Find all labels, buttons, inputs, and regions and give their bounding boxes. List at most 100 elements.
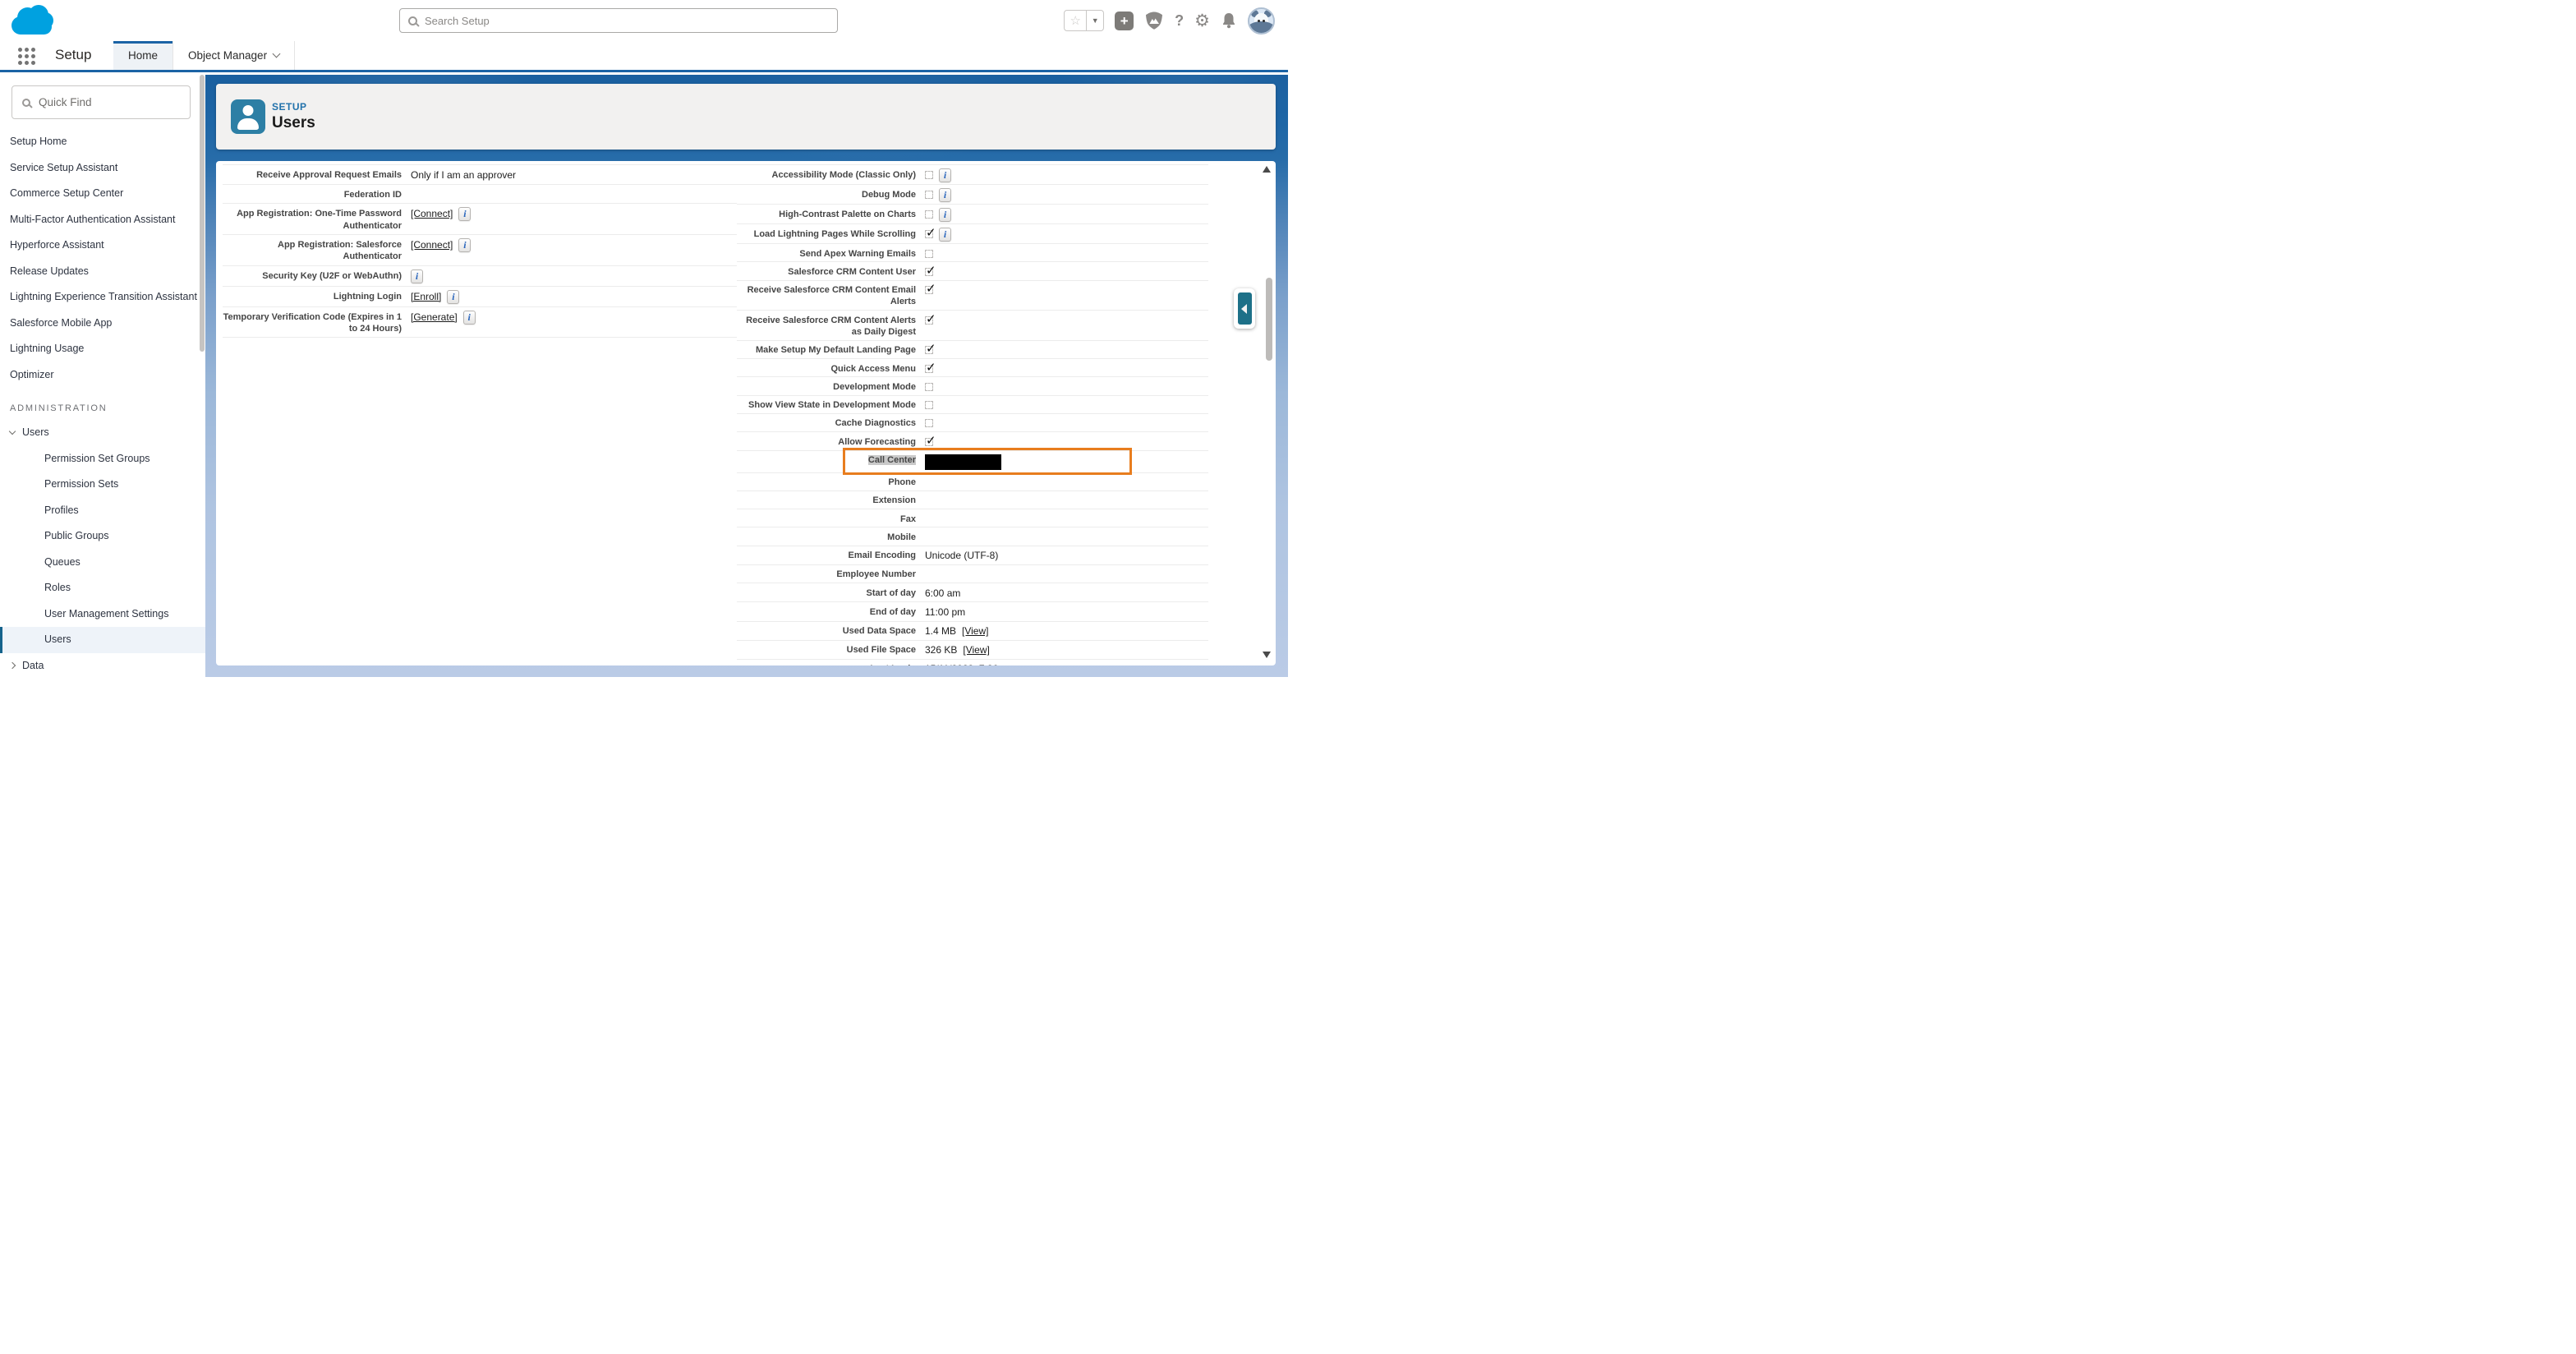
field-label: Send Apex Warning Emails (799, 248, 916, 259)
field-value: [Connect] i (402, 206, 737, 222)
checkbox-checked-icon: ✓ (925, 263, 936, 278)
sidebar-item-label: Users (22, 426, 49, 438)
field-value-text: 6:00 am (925, 587, 961, 599)
setup-gear-icon[interactable]: ⚙ (1194, 11, 1210, 30)
quick-create-icon[interactable]: + (1115, 11, 1134, 30)
field-value (402, 187, 737, 188)
info-icon[interactable]: i (939, 187, 951, 202)
favorites-star-icon[interactable]: ☆ (1064, 10, 1088, 31)
quick-find-box[interactable] (12, 85, 191, 119)
field-value: i (916, 168, 1208, 182)
info-icon[interactable]: i (939, 207, 951, 222)
field-value-text: Unicode (UTF-8) (925, 550, 999, 562)
sidebar-item-optimizer[interactable]: Optimizer (0, 362, 205, 389)
sidebar-item-permission-sets[interactable]: Permission Sets (0, 472, 205, 498)
global-search[interactable] (399, 8, 838, 33)
detail-row-call-center: Call Center (737, 447, 1208, 475)
scrollbar-down-arrow[interactable] (1263, 652, 1271, 658)
sidebar-item-label: Permission Set Groups (44, 452, 150, 464)
info-icon[interactable]: i (447, 289, 460, 304)
sidebar-item-salesforce-mobile-app[interactable]: Salesforce Mobile App (0, 311, 205, 337)
sidebar-item-user-management-settings[interactable]: User Management Settings (0, 601, 205, 628)
setup-tab-bar: Setup Home Object Manager (0, 41, 1288, 72)
sidebar-item-queues[interactable]: Queues (0, 550, 205, 576)
generate-link[interactable]: [Generate] (411, 311, 458, 323)
field-value-text: 326 KB (925, 644, 958, 656)
info-icon[interactable]: i (411, 269, 423, 283)
field-value: 11:00 pm (916, 605, 1208, 619)
sidebar-item-release-updates[interactable]: Release Updates (0, 259, 205, 285)
global-search-input[interactable] (425, 14, 829, 27)
sidebar-item-users[interactable]: Users (0, 420, 205, 446)
info-icon[interactable]: i (458, 238, 472, 253)
sidebar-item-service-setup-assistant[interactable]: Service Setup Assistant (0, 155, 205, 182)
app-name-label: Setup (55, 47, 92, 62)
info-icon[interactable]: i (939, 227, 951, 242)
sidebar-item-roles[interactable]: Roles (0, 575, 205, 601)
scrollbar-up-arrow[interactable] (1263, 166, 1271, 173)
info-icon[interactable]: i (462, 310, 476, 325)
avatar-ear (1251, 10, 1259, 18)
trailhead-icon[interactable] (1144, 11, 1164, 30)
detail-row-extension: Extension (737, 491, 1208, 510)
field-value (916, 380, 1208, 391)
detail-row-email-encoding: Email Encoding Unicode (UTF-8) (737, 546, 1208, 565)
view-link[interactable]: [View] (962, 625, 989, 638)
detail-columns: Receive Approval Request Emails Only if I… (223, 164, 1251, 665)
sidebar-item-lightning-usage[interactable]: Lightning Usage (0, 336, 205, 362)
field-value: [Enroll] i (402, 289, 737, 304)
field-label: Allow Forecasting (838, 436, 916, 447)
tab-home[interactable]: Home (113, 41, 174, 70)
connect-link[interactable]: [Connect] (411, 239, 453, 251)
sidebar-item-permission-set-groups[interactable]: Permission Set Groups (0, 446, 205, 472)
info-icon[interactable]: i (939, 168, 951, 182)
field-value-text: 1.4 MB (925, 625, 957, 638)
sidebar-scrollbar-thumb[interactable] (200, 75, 205, 352)
field-value: 326 KB [View] (916, 642, 1208, 656)
enroll-link[interactable]: [Enroll] (411, 290, 442, 302)
page-title: Users (272, 114, 315, 131)
field-value: i (916, 187, 1208, 202)
user-avatar[interactable] (1248, 7, 1275, 35)
field-value (916, 512, 1208, 513)
sidebar-nav: Setup Home Service Setup Assistant Commerc… (0, 129, 205, 677)
header-actions: ☆ ▼ + ? ⚙ (1064, 0, 1275, 41)
help-icon[interactable]: ? (1175, 12, 1184, 29)
info-icon[interactable]: i (458, 207, 472, 222)
field-value (916, 246, 1208, 258)
sidebar-item-profiles[interactable]: Profiles (0, 498, 205, 524)
field-label: High-Contrast Palette on Charts (779, 209, 916, 219)
detail-row-accessibility-mode-classic-only: Accessibility Mode (Classic Only) i (737, 165, 1208, 185)
main-region: SETUP Users Receive Approval Request Ema… (205, 75, 1288, 677)
sidebar-item-public-groups[interactable]: Public Groups (0, 523, 205, 550)
sidebar-item-hyperforce-assistant[interactable]: Hyperforce Assistant (0, 233, 205, 259)
avatar-eye (1263, 20, 1266, 23)
favorites-split-button: ☆ ▼ (1064, 10, 1105, 31)
page-eyebrow: SETUP (272, 101, 307, 113)
sidebar-item-setup-home[interactable]: Setup Home (0, 129, 205, 155)
sidebar-item-data[interactable]: Data (0, 653, 205, 678)
checkmark-icon: ✓ (926, 341, 936, 357)
side-panel-toggle[interactable] (1234, 288, 1255, 329)
field-value: ✓ (916, 281, 1208, 296)
sidebar-item-commerce-setup-center[interactable]: Commerce Setup Center (0, 181, 205, 207)
sidebar-item-label: Public Groups (44, 530, 109, 541)
app-launcher-icon[interactable] (18, 48, 35, 65)
field-label: Federation ID (343, 190, 402, 200)
sidebar-item-multi-factor-authentication-assistant[interactable]: Multi-Factor Authentication Assistant (0, 207, 205, 233)
search-icon (22, 98, 30, 107)
detail-row-temporary-verification-code-expires-in-1-to-24-hours: Temporary Verification Code (Expires in … (223, 307, 737, 338)
quick-find-input[interactable] (39, 96, 184, 108)
view-link[interactable]: [View] (963, 644, 990, 656)
scrollbar-thumb[interactable] (1266, 278, 1272, 361)
notifications-bell-icon[interactable] (1221, 12, 1237, 30)
detail-row-receive-salesforce-crm-content-email-alerts: Receive Salesforce CRM Content Email Ale… (737, 281, 1208, 311)
sidebar-item-users[interactable]: Users (0, 627, 205, 653)
connect-link[interactable]: [Connect] (411, 208, 453, 220)
tab-object-manager[interactable]: Object Manager (173, 41, 296, 70)
detail-row-mobile: Mobile (737, 527, 1208, 546)
sidebar-item-lightning-experience-transition-assistant[interactable]: Lightning Experience Transition Assistan… (0, 284, 205, 311)
field-label: Phone (888, 477, 916, 488)
favorites-caret-icon[interactable]: ▼ (1087, 10, 1105, 31)
detail-row-salesforce-crm-content-user: Salesforce CRM Content User ✓ (737, 262, 1208, 281)
